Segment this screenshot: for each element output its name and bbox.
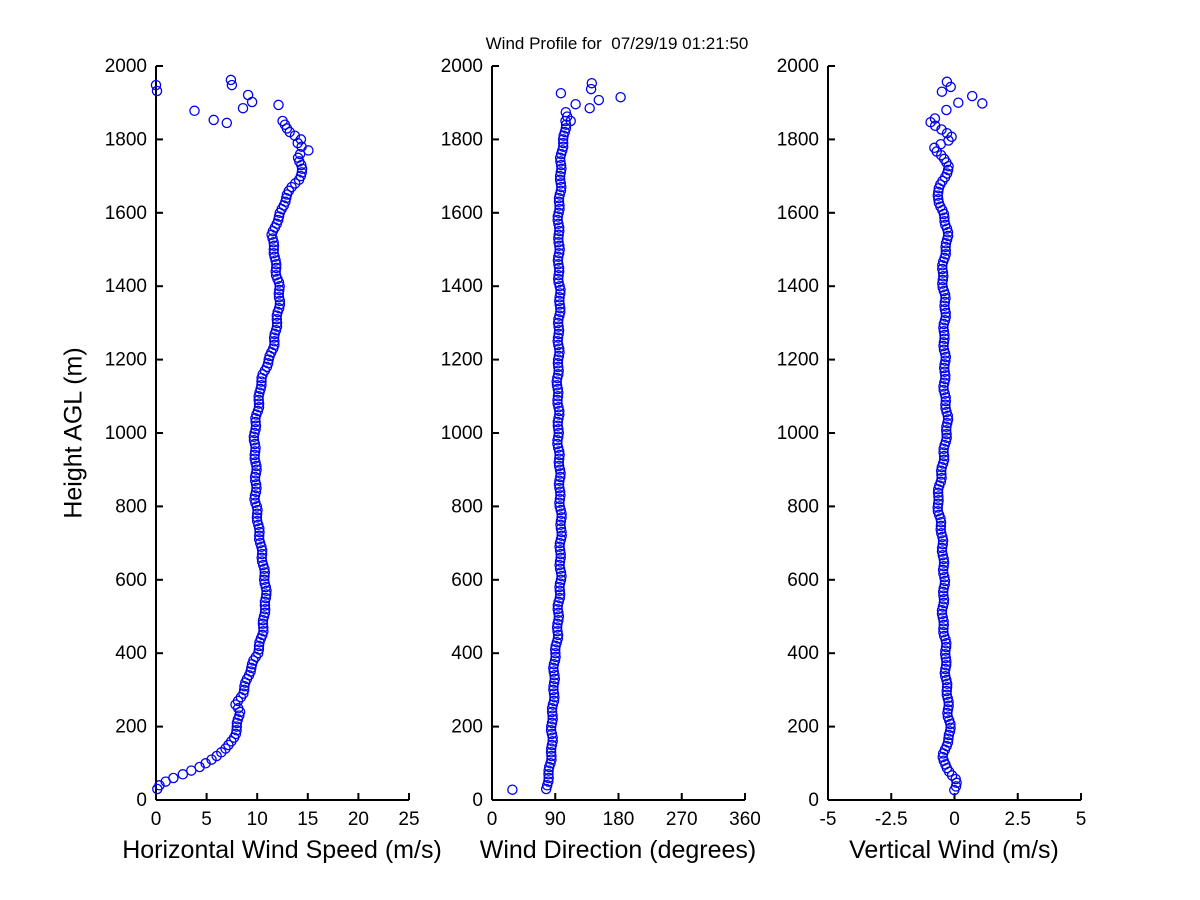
subplot-horizontal-wind-speed: 0 5 10 15 20 25 0 200 400 600 800 1000 1200 1400 1600 1… <box>105 56 420 830</box>
y-tick-label: 1800 <box>441 129 483 150</box>
y-tick-label: 1000 <box>105 423 147 444</box>
y-tick-label: 400 <box>451 643 483 664</box>
y-tick-label: 600 <box>451 570 483 591</box>
x-tick-label: 0 <box>151 809 162 830</box>
y-tick-label: 1800 <box>105 129 147 150</box>
ylabel-height-agl: Height AGL (m) <box>59 347 88 519</box>
subplot-vertical-wind: -5 -2.5 0 2.5 5 0 200 400 600 800 1000 1200 1400 1600… <box>777 56 1087 830</box>
y-tick-label: 600 <box>787 570 819 591</box>
y-tick-label: 800 <box>787 496 819 517</box>
x-tick-label: 270 <box>666 809 698 830</box>
y-tick-label: 1800 <box>777 129 819 150</box>
y-tick-label: 1000 <box>777 423 819 444</box>
y-tick-label: 1600 <box>105 203 147 224</box>
y-tick-label: 0 <box>136 790 147 811</box>
data-points-horizontal-wind-speed <box>150 74 314 795</box>
x-tick-label: 2.5 <box>1005 809 1031 830</box>
x-tick-label: 25 <box>398 809 419 830</box>
subplot-wind-direction: 0 90 180 270 360 0 200 400 600 800 1000 1200 1400 160… <box>441 56 761 830</box>
y-tick-label: 1200 <box>777 350 819 371</box>
y-tick-label: 1600 <box>441 203 483 224</box>
x-tick-label: 5 <box>1076 809 1087 830</box>
x-tick-label: -2.5 <box>875 809 908 830</box>
y-tick-label: 600 <box>115 570 147 591</box>
y-tick-label: 200 <box>115 717 147 738</box>
y-tick-label: 1400 <box>777 276 819 297</box>
y-tick-label: 2000 <box>105 56 147 77</box>
y-tick-label: 1200 <box>441 350 483 371</box>
data-points-vertical-wind <box>925 76 988 796</box>
y-tick-label: 1200 <box>105 350 147 371</box>
y-tick-label: 0 <box>808 790 819 811</box>
y-tick-label: 800 <box>451 496 483 517</box>
y-tick-label: 400 <box>787 643 819 664</box>
y-tick-label: 1000 <box>441 423 483 444</box>
y-tick-label: 1600 <box>777 203 819 224</box>
x-tick-label: 180 <box>603 809 635 830</box>
xlabel-horizontal-wind-speed: Horizontal Wind Speed (m/s) <box>122 836 442 864</box>
xlabel-vertical-wind: Vertical Wind (m/s) <box>849 836 1059 864</box>
x-tick-label: 5 <box>201 809 212 830</box>
x-tick-label: 90 <box>545 809 566 830</box>
x-tick-label: 0 <box>487 809 498 830</box>
chart-title: Wind Profile for 07/29/19 01:21:50 <box>485 34 749 53</box>
xlabel-wind-direction: Wind Direction (degrees) <box>479 836 757 864</box>
y-tick-label: 1400 <box>105 276 147 297</box>
y-tick-label: 800 <box>115 496 147 517</box>
x-tick-label: 0 <box>949 809 960 830</box>
y-tick-label: 2000 <box>441 56 483 77</box>
x-tick-label: 15 <box>297 809 318 830</box>
x-tick-label: -5 <box>820 809 837 830</box>
x-tick-label: 10 <box>247 809 268 830</box>
x-tick-label: 360 <box>729 809 761 830</box>
y-tick-label: 200 <box>451 717 483 738</box>
y-tick-label: 1400 <box>441 276 483 297</box>
y-tick-label: 400 <box>115 643 147 664</box>
y-tick-label: 200 <box>787 717 819 738</box>
data-points-wind-direction <box>507 77 626 795</box>
y-tick-label: 0 <box>472 790 483 811</box>
y-tick-label: 2000 <box>777 56 819 77</box>
x-tick-label: 20 <box>348 809 369 830</box>
